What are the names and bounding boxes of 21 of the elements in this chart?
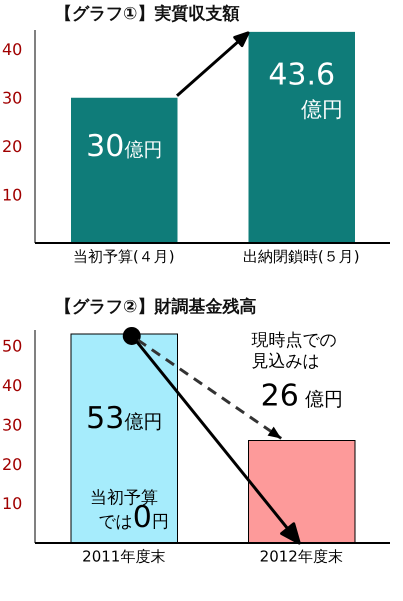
y-tick-label: 30 xyxy=(2,415,22,434)
y-tick-label: 50 xyxy=(2,336,22,356)
x-tick-label: 当初予算(４月) xyxy=(72,248,175,266)
chart-title: 【グラフ②】財調基金残高 xyxy=(55,296,256,318)
data-label: 43.6億円 xyxy=(268,58,343,122)
x-tick-label: 2011年度末 xyxy=(82,548,166,566)
y-tick-label: 20 xyxy=(2,454,22,474)
annotation: 当初予算では0円 xyxy=(90,488,169,535)
data-label: 53億円 xyxy=(86,401,162,436)
y-tick-label: 40 xyxy=(2,40,22,60)
data-label: 26 億円 xyxy=(260,378,343,414)
y-tick-label: 20 xyxy=(2,136,22,156)
x-tick-label: 2012年度末 xyxy=(260,548,343,566)
y-tick-label: 30 xyxy=(2,88,22,108)
data-label: 30億円 xyxy=(86,128,162,164)
y-tick-label: 10 xyxy=(2,494,22,514)
x-tick-label: 出納閉鎖時(５月) xyxy=(242,248,360,266)
chart-title: 【グラフ①】実質収支額 xyxy=(55,3,240,25)
annotation: 現時点での見込みは xyxy=(251,330,336,372)
y-tick-label: 40 xyxy=(2,376,22,395)
y-tick-label: 10 xyxy=(2,185,22,204)
